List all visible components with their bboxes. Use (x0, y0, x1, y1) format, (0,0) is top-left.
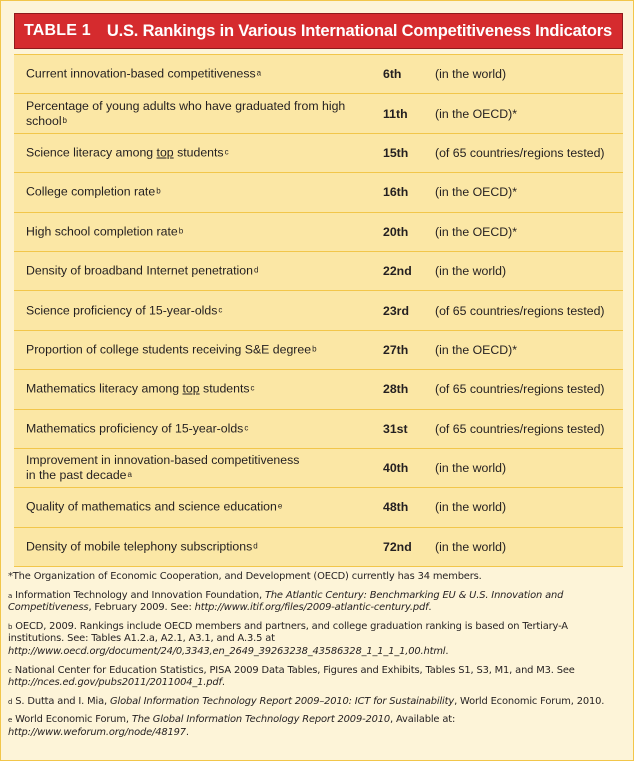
rank-value: 40th (383, 461, 409, 476)
rank-scope: (in the world) (435, 67, 507, 82)
indicator-label: College completion rateb (26, 184, 161, 199)
rank-value: 11th (383, 106, 408, 121)
table-row: Proportion of college students receiving… (14, 331, 623, 371)
indicator-label: Mathematics proficiency of 15-year-oldsc (26, 421, 249, 436)
rank-scope: (of 65 countries/regions tested) (435, 421, 605, 436)
rank-value: 15th (383, 145, 409, 160)
indicator-label: Mathematics literacy among top studentsc (26, 381, 255, 396)
rankings-table: Current innovation-based competitiveness… (14, 54, 623, 568)
indicator-label: Density of mobile telephony subscription… (26, 539, 258, 554)
footnote-b: b OECD, 2009. Rankings include OECD membe… (8, 620, 568, 657)
rank-scope: (in the OECD)* (435, 106, 518, 121)
table-row: Percentage of young adults who have grad… (14, 94, 623, 134)
rank-scope: (in the OECD)* (435, 224, 518, 239)
table-number: TABLE 1 (24, 22, 91, 39)
rank-value: 72nd (383, 539, 412, 554)
rank-value: 23rd (383, 303, 409, 318)
footnote-star: *The Organization of Economic Cooperatio… (8, 571, 482, 582)
table-row: Density of mobile telephony subscription… (14, 528, 623, 568)
rank-value: 16th (383, 185, 409, 200)
rank-value: 22nd (383, 264, 412, 279)
table-row: Science literacy among top studentsc 15th… (14, 134, 623, 174)
footnotes: *The Organization of Economic Cooperatio… (8, 571, 623, 746)
rank-scope: (in the OECD)* (435, 185, 518, 200)
table-row: Density of broadband Internet penetratio… (14, 252, 623, 292)
table-row: Mathematics proficiency of 15-year-oldsc… (14, 410, 623, 449)
rank-value: 27th (383, 342, 409, 357)
rank-scope: (in the world) (435, 264, 507, 279)
footnote-c: c National Center for Education Statistic… (8, 664, 575, 689)
indicator-label: Proportion of college students receiving… (26, 342, 317, 357)
rank-value: 28th (383, 382, 409, 397)
table-row: Quality of mathematics and science educa… (14, 488, 623, 528)
table-row: Science proficiency of 15-year-oldsc 23rd… (14, 291, 623, 331)
indicator-label: Quality of mathematics and science educa… (26, 499, 283, 514)
indicator-label: Science literacy among top studentsc (26, 145, 229, 160)
footnote-e: e World Economic Forum, The Global Inform… (8, 714, 456, 738)
table-title: U.S. Rankings in Various International C… (106, 21, 612, 40)
rank-scope: (in the OECD)* (435, 342, 518, 357)
indicator-label: Science proficiency of 15-year-oldsc (26, 303, 223, 318)
table-title-bar: TABLE 1 U.S. Rankings in Various Interna… (14, 13, 623, 49)
footnote-a: a Information Technology and Innovation F… (8, 589, 564, 614)
rank-scope: (in the world) (435, 461, 507, 476)
rank-value: 31st (383, 421, 408, 436)
table-row: High school completion rateb 20th (in the … (14, 213, 623, 252)
table-row: College completion rateb 16th (in the OECD… (14, 173, 623, 213)
footnote-d: d S. Dutta and I. Mia, Global Information… (8, 695, 605, 707)
rank-scope: (of 65 countries/regions tested) (435, 145, 605, 160)
rank-scope: (of 65 countries/regions tested) (435, 382, 605, 397)
rank-scope: (of 65 countries/regions tested) (435, 303, 605, 318)
rank-scope: (in the world) (435, 500, 507, 515)
rank-value: 6th (383, 67, 402, 82)
rank-scope: (in the world) (435, 539, 507, 554)
indicator-label: Percentage of young adults who have grad… (26, 98, 346, 128)
table-row: Improvement in innovation-based competit… (14, 449, 623, 489)
indicator-label: High school completion rateb (26, 224, 184, 239)
rank-value: 20th (383, 224, 409, 239)
indicator-label: Current innovation-based competitiveness… (26, 66, 262, 81)
rank-value: 48th (383, 500, 409, 515)
indicator-label: Improvement in innovation-based competit… (26, 453, 300, 483)
table-row: Current innovation-based competitiveness… (14, 55, 623, 95)
table-row: Mathematics literacy among top studentsc… (14, 370, 623, 410)
indicator-label: Density of broadband Internet penetratio… (26, 263, 259, 278)
